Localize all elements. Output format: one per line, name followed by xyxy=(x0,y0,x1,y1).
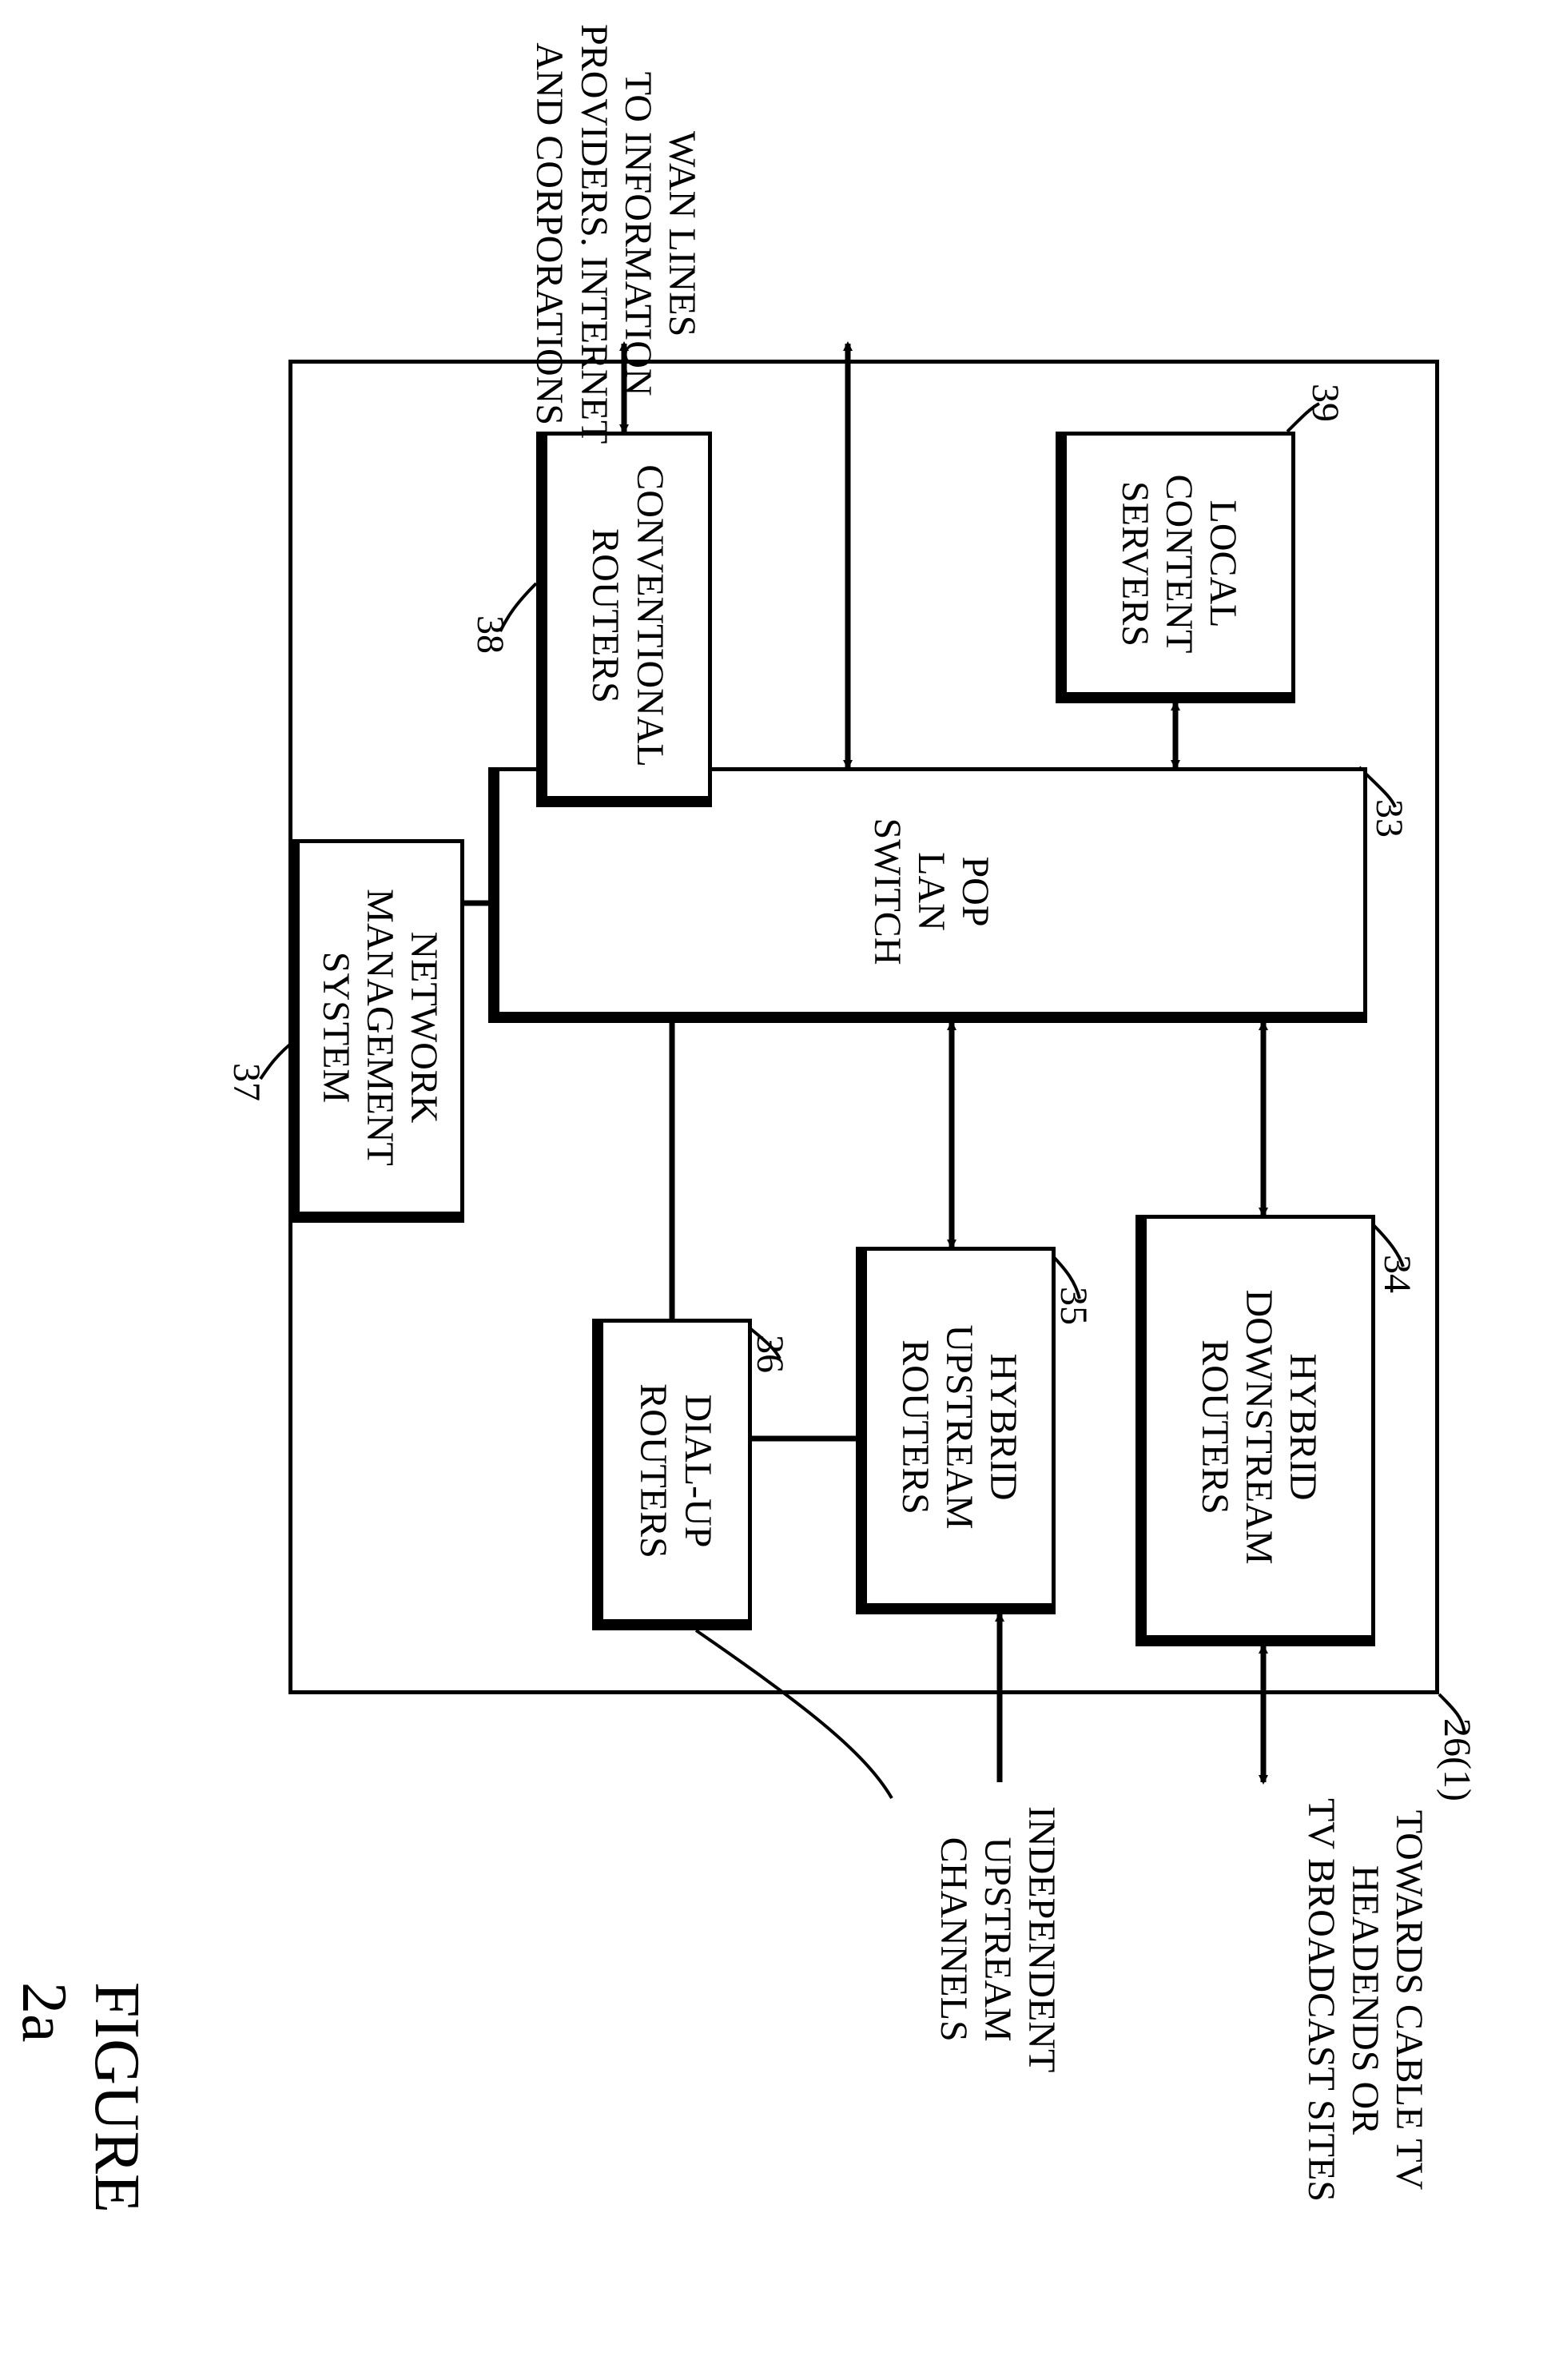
hybrid-upstream-routers-label: HYBRID UPSTREAM ROUTERS xyxy=(893,1324,1026,1529)
towards-cable-tv-label: TOWARDS CABLE TV HEADENDS OR TV BROADCAS… xyxy=(1299,1798,1431,2202)
local-content-servers-label: LOCAL CONTENT SERVERS xyxy=(1113,475,1246,654)
local-content-servers-box: LOCAL CONTENT SERVERS xyxy=(1056,432,1295,703)
ref-34: 34 xyxy=(1375,1255,1419,1293)
ref-35: 35 xyxy=(1052,1287,1096,1325)
ref-36: 36 xyxy=(748,1335,792,1373)
dial-up-routers-box: DIAL-UP ROUTERS xyxy=(592,1319,752,1630)
hybrid-downstream-routers-label: HYBRID DOWNSTREAM ROUTERS xyxy=(1193,1290,1326,1565)
ref-37: 37 xyxy=(225,1063,268,1101)
conventional-routers-label: CONVENTIONAL ROUTERS xyxy=(583,464,671,767)
independent-upstream-label: INDEPENDENT UPSTREAM CHANNELS xyxy=(931,1806,1064,2072)
ref-33: 33 xyxy=(1367,799,1411,838)
conventional-routers-box: CONVENTIONAL ROUTERS xyxy=(536,432,712,807)
dial-up-routers-label: DIAL-UP ROUTERS xyxy=(631,1383,719,1558)
ref-26-1: 26(1) xyxy=(1435,1718,1479,1801)
network-management-system-box: NETWORK MANAGEMENT SYSTEM xyxy=(288,839,464,1223)
figure-caption: FIGURE 2a xyxy=(7,1982,153,2213)
pop-lan-switch-label: POP LAN SWITCH xyxy=(865,818,998,965)
hybrid-upstream-routers-box: HYBRID UPSTREAM ROUTERS xyxy=(856,1247,1056,1614)
hybrid-downstream-routers-box: HYBRID DOWNSTREAM ROUTERS xyxy=(1135,1215,1375,1646)
ref-39: 39 xyxy=(1303,384,1347,422)
network-management-system-label: NETWORK MANAGEMENT SYSTEM xyxy=(314,889,447,1166)
rotated-canvas: LOCAL CONTENT SERVERS POP LAN SWITCH HYB… xyxy=(0,0,1559,1559)
ref-38: 38 xyxy=(468,615,512,654)
wan-lines-label: WAN LINES TO INFORMATION PROVIDERS. INTE… xyxy=(527,24,704,444)
